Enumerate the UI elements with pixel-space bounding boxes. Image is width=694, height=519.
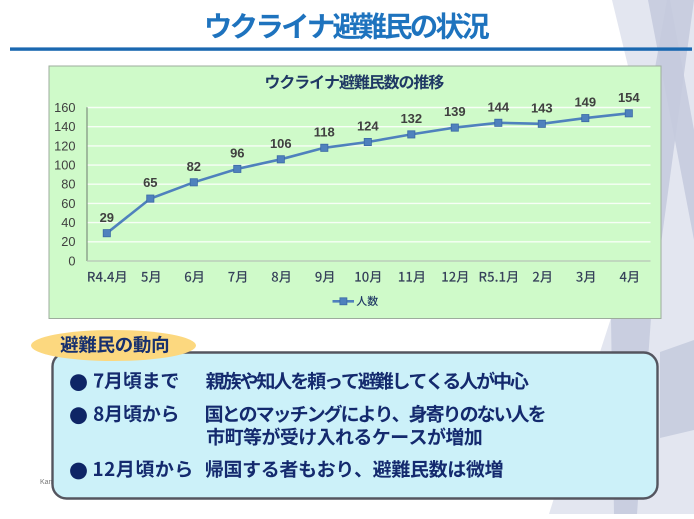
- svg-text:80: 80: [61, 177, 75, 192]
- svg-text:149: 149: [574, 95, 596, 110]
- svg-text:29: 29: [100, 210, 114, 225]
- svg-text:40: 40: [61, 215, 75, 230]
- svg-text:143: 143: [531, 100, 553, 115]
- svg-text:154: 154: [618, 90, 640, 105]
- svg-text:65: 65: [143, 175, 157, 190]
- svg-text:60: 60: [61, 196, 75, 211]
- svg-text:144: 144: [487, 99, 509, 114]
- svg-text:96: 96: [230, 146, 244, 161]
- svg-text:20: 20: [61, 234, 75, 249]
- svg-text:140: 140: [54, 119, 75, 134]
- svg-text:124: 124: [357, 119, 379, 134]
- svg-text:106: 106: [270, 136, 292, 151]
- svg-text:120: 120: [54, 138, 75, 153]
- svg-text:0: 0: [68, 253, 75, 268]
- svg-text:Kan: Kan: [40, 479, 53, 486]
- svg-text:139: 139: [444, 104, 466, 119]
- svg-text:82: 82: [187, 159, 201, 174]
- svg-text:160: 160: [54, 100, 75, 115]
- svg-text:118: 118: [314, 124, 335, 139]
- svg-text:100: 100: [54, 158, 75, 173]
- svg-text:132: 132: [400, 111, 422, 126]
